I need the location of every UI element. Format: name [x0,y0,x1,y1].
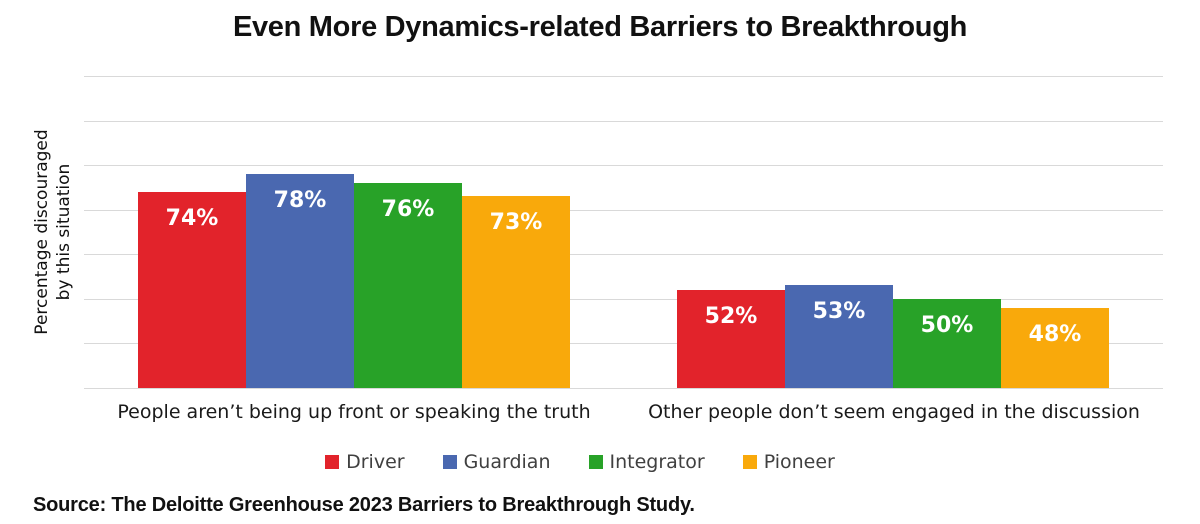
bar-integrator-category-2: 50% [893,299,1001,388]
legend: Driver Guardian Integrator Pioneer [0,451,1160,473]
bar-pioneer-category-2: 48% [1001,308,1109,388]
legend-swatch-icon [442,455,457,469]
legend-item-guardian: Guardian [442,451,551,473]
legend-swatch-icon [742,455,757,469]
gridline-30 [84,388,1163,389]
bar-value-label: 73% [489,210,543,235]
gridline-50 [84,299,1163,300]
legend-swatch-icon [325,455,340,469]
bar-driver-category-1: 74% [138,192,246,388]
gridline-60 [84,254,1163,255]
y-axis-label-line-1: Percentage discouraged [31,129,52,335]
legend-label: Guardian [463,451,551,473]
gridline-90 [84,121,1163,122]
bar-driver-category-2: 52% [677,290,785,388]
bar-value-label: 76% [381,197,435,222]
bar-value-label: 53% [812,299,866,324]
legend-item-integrator: Integrator [588,451,705,473]
source-note: Source: The Deloitte Greenhouse 2023 Bar… [33,494,695,516]
gridline-40 [84,343,1163,344]
bar-value-label: 52% [704,304,758,329]
bar-pioneer-category-1: 73% [462,196,570,388]
gridline-70 [84,210,1163,211]
y-axis-label: Percentage discouraged by this situation [31,129,75,334]
bar-value-label: 50% [920,313,974,338]
bar-guardian-category-2: 53% [785,285,893,388]
legend-label: Pioneer [763,451,835,473]
category-label-2: Other people don’t seem engaged in the d… [648,401,1140,423]
bar-integrator-category-1: 76% [354,183,462,388]
bar-value-label: 74% [165,206,219,231]
bar-guardian-category-1: 78% [246,174,354,388]
bar-value-label: 48% [1028,322,1082,347]
y-axis-label-line-2: by this situation [54,163,74,301]
gridline-80 [84,165,1163,166]
legend-label: Driver [346,451,405,473]
gridline-100 [84,76,1163,77]
legend-label: Integrator [609,451,705,473]
legend-item-driver: Driver [325,451,405,473]
category-label-1: People aren’t being up front or speaking… [117,401,591,423]
bar-value-label: 78% [273,188,327,213]
chart-title: Even More Dynamics-related Barriers to B… [232,11,968,43]
legend-item-pioneer: Pioneer [742,451,835,473]
legend-swatch-icon [588,455,603,469]
